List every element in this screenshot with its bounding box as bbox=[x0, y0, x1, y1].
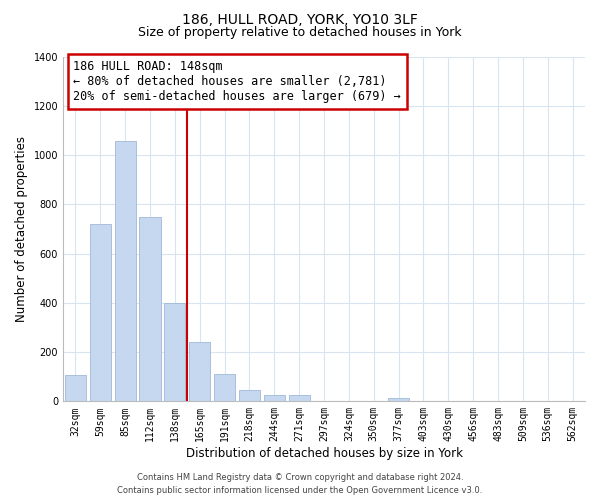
Bar bbox=[164, 303, 185, 402]
Bar bbox=[189, 342, 211, 402]
Text: Contains HM Land Registry data © Crown copyright and database right 2024.
Contai: Contains HM Land Registry data © Crown c… bbox=[118, 474, 482, 495]
Text: 186, HULL ROAD, YORK, YO10 3LF: 186, HULL ROAD, YORK, YO10 3LF bbox=[182, 12, 418, 26]
Bar bbox=[388, 398, 409, 402]
Y-axis label: Number of detached properties: Number of detached properties bbox=[15, 136, 28, 322]
Bar bbox=[289, 395, 310, 402]
Bar bbox=[264, 394, 285, 402]
X-axis label: Distribution of detached houses by size in York: Distribution of detached houses by size … bbox=[185, 447, 463, 460]
Bar bbox=[115, 140, 136, 402]
Text: Size of property relative to detached houses in York: Size of property relative to detached ho… bbox=[138, 26, 462, 39]
Bar bbox=[90, 224, 111, 402]
Bar bbox=[239, 390, 260, 402]
Bar bbox=[214, 374, 235, 402]
Text: 186 HULL ROAD: 148sqm
← 80% of detached houses are smaller (2,781)
20% of semi-d: 186 HULL ROAD: 148sqm ← 80% of detached … bbox=[73, 60, 401, 103]
Bar bbox=[65, 374, 86, 402]
Bar bbox=[139, 217, 161, 402]
